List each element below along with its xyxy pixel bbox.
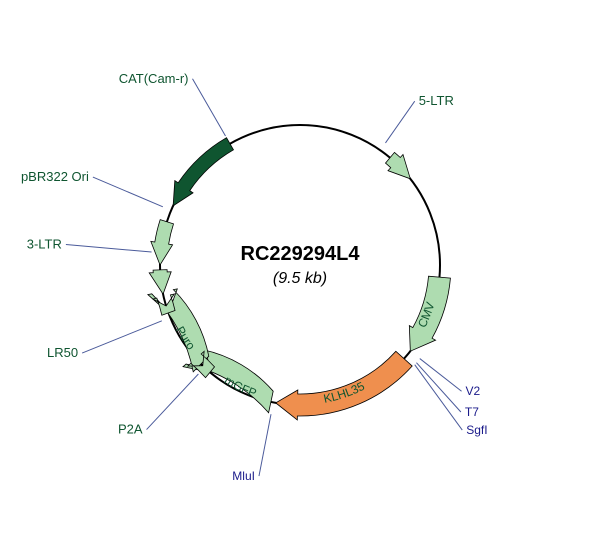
plasmid-size: (9.5 kb)	[273, 270, 327, 287]
leader-line	[385, 101, 414, 143]
plasmid-name: RC229294L4	[241, 243, 361, 265]
leader-line	[147, 374, 199, 430]
site-leader	[415, 365, 463, 430]
feature-label-3-ltr: 3-LTR	[27, 237, 62, 252]
feature-cat-cam-r-	[173, 138, 233, 206]
site-label-sgfi: SgfI	[466, 423, 487, 437]
leader-line	[193, 79, 226, 136]
leader-line	[93, 177, 163, 207]
plasmid-map: RC229294L4(9.5 kb)CMVKLHL35mGFPPuroCAT(C…	[0, 0, 600, 533]
site-label-t7: T7	[465, 405, 479, 419]
feature-pbr322-ori	[151, 220, 174, 265]
site-leader	[416, 363, 460, 412]
site-leader	[420, 359, 462, 392]
site-label-v2: V2	[466, 384, 481, 398]
feature-3-ltr	[149, 270, 171, 294]
feature-label-5-ltr: 5-LTR	[419, 93, 454, 108]
feature-klhl35	[276, 351, 413, 420]
feature-label-pbr322-ori: pBR322 Ori	[21, 169, 89, 184]
site-leader	[259, 414, 271, 476]
site-label-mlui: MluI	[232, 469, 255, 483]
feature-label-cat-cam-r-: CAT(Cam-r)	[119, 71, 189, 86]
leader-line	[66, 245, 152, 252]
feature-label-lr50: LR50	[47, 345, 78, 360]
feature-label-p2a: P2A	[118, 422, 143, 437]
leader-line	[82, 321, 162, 353]
